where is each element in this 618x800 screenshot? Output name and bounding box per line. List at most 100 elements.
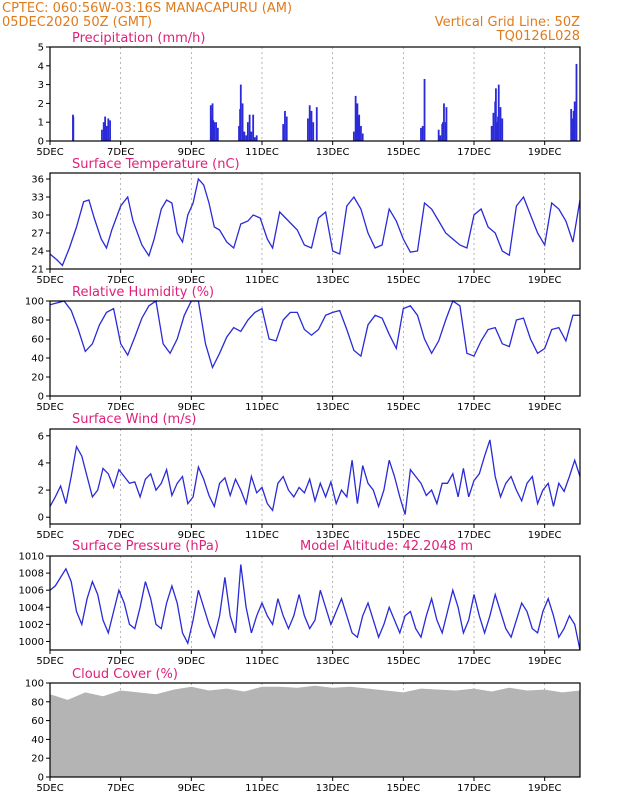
pressure-x-tick-label: 15DEC: [386, 656, 420, 667]
precip-bar: [495, 88, 497, 141]
precip-bar: [72, 116, 75, 141]
wind-x-tick-label: 5DEC: [36, 530, 63, 541]
temp-y-tick-label: 33: [31, 193, 44, 204]
precip-bar: [496, 122, 498, 141]
wind-y-tick-label: 6: [38, 431, 44, 442]
rh-x-tick-label: 17DEC: [457, 402, 491, 413]
precip-bar: [492, 112, 495, 141]
precip-bar: [501, 118, 504, 141]
temp-x-tick-label: 13DEC: [316, 275, 350, 286]
precip-bar: [361, 133, 364, 141]
precip-bar: [357, 116, 360, 141]
wind-y-tick-label: 4: [38, 458, 44, 469]
pressure-x-tick-label: 13DEC: [316, 656, 350, 667]
wind-y-tick-label: 0: [38, 513, 44, 524]
precip-bar: [315, 107, 318, 141]
precip-bar: [445, 107, 448, 141]
pressure-x-tick-label: 11DEC: [245, 656, 279, 667]
rh-y-tick-label: 40: [31, 354, 44, 365]
run-date: 05DEC2020 50Z (GMT): [2, 15, 152, 30]
rh-y-tick-label: 80: [31, 316, 44, 327]
temp-y-tick-label: 30: [31, 211, 44, 222]
precip-bar: [104, 116, 107, 141]
rh-y-tick-label: 100: [25, 297, 44, 308]
precip-bar: [254, 137, 256, 141]
precip-bar: [216, 127, 219, 141]
precip-bar: [442, 122, 444, 141]
model-code: TQ0126L028: [496, 29, 580, 44]
wind-x-tick-label: 9DEC: [178, 530, 205, 541]
cloud-x-tick-label: 13DEC: [316, 783, 350, 794]
rh-x-tick-label: 13DEC: [316, 402, 350, 413]
precip-bar: [570, 131, 573, 141]
cloud-title: Cloud Cover (%): [72, 667, 178, 682]
precip-y-tick-label: 3: [38, 80, 44, 91]
cloud-x-tick-label: 11DEC: [245, 783, 279, 794]
precip-title: Precipitation (mm/h): [72, 31, 205, 46]
temp-x-tick-label: 19DEC: [528, 275, 562, 286]
cloud-x-tick-label: 5DEC: [36, 783, 63, 794]
precip-bar: [215, 122, 217, 141]
wind-x-tick-label: 7DEC: [107, 530, 134, 541]
precip-x-tick-label: 9DEC: [178, 147, 205, 158]
precip-bar: [572, 110, 575, 141]
precip-bar: [310, 110, 313, 141]
model-altitude: Model Altitude: 42.2048 m: [300, 539, 473, 554]
precip-bar: [284, 110, 286, 141]
cloud-x-tick-label: 9DEC: [178, 783, 205, 794]
wind-x-tick-label: 11DEC: [245, 530, 279, 541]
cloud-y-tick-label: 80: [31, 697, 44, 708]
precip-bar: [354, 95, 357, 141]
precip-bar: [213, 122, 216, 141]
precip-y-tick-label: 5: [38, 43, 44, 54]
precip-bar: [245, 135, 247, 141]
precip-bar: [352, 131, 355, 141]
wind-series-line: [49, 439, 581, 515]
precip-bar: [499, 107, 502, 141]
temp-y-tick-label: 24: [31, 247, 44, 258]
precip-bar: [239, 84, 242, 141]
station-header: CPTEC: 060:56W-03:16S MANACAPURU (AM): [2, 1, 292, 16]
temp-y-tick-label: 21: [31, 265, 44, 276]
rh-series-line: [49, 299, 580, 370]
temp-x-tick-label: 5DEC: [36, 275, 63, 286]
temp-title: Surface Temperature (nC): [72, 157, 240, 172]
precip-bar: [497, 84, 500, 141]
temp-x-tick-label: 9DEC: [178, 275, 205, 286]
temp-x-tick-label: 11DEC: [245, 275, 279, 286]
grid-line-note: Vertical Grid Line: 50Z: [435, 15, 580, 30]
precip-bar: [248, 114, 251, 141]
precip-bar: [360, 125, 362, 141]
precip-bar: [250, 131, 253, 141]
rh-title: Relative Humidity (%): [72, 285, 214, 300]
precip-bar: [238, 125, 240, 141]
pressure-y-tick-label: 1010: [19, 552, 44, 563]
pressure-x-tick-label: 17DEC: [457, 656, 491, 667]
precip-bar: [255, 135, 258, 141]
precip-bar: [439, 135, 442, 141]
precip-x-tick-label: 7DEC: [107, 147, 134, 158]
wind-title: Surface Wind (m/s): [72, 412, 196, 427]
pressure-y-tick-label: 1004: [19, 603, 44, 614]
wind-x-tick-label: 19DEC: [528, 530, 562, 541]
cloud-area: [50, 685, 580, 777]
pressure-y-tick-label: 1002: [19, 620, 44, 631]
temp-y-tick-label: 36: [31, 175, 44, 186]
precip-bar: [282, 124, 285, 141]
pressure-x-tick-label: 5DEC: [36, 656, 63, 667]
precip-bar: [575, 63, 578, 141]
precip-bar: [243, 131, 246, 141]
cloud-y-tick-label: 20: [31, 754, 44, 765]
rh-x-tick-label: 9DEC: [178, 402, 205, 413]
pressure-y-tick-label: 1006: [19, 586, 44, 597]
precip-bar: [308, 105, 311, 141]
precip-bar: [437, 129, 440, 141]
precip-x-tick-label: 13DEC: [316, 147, 350, 158]
precip-bar: [358, 114, 361, 141]
precip-bar: [246, 122, 249, 141]
wind-x-tick-label: 15DEC: [386, 530, 420, 541]
precip-y-tick-label: 4: [38, 61, 44, 72]
temp-frame: [49, 172, 581, 270]
precip-bar: [307, 118, 309, 141]
